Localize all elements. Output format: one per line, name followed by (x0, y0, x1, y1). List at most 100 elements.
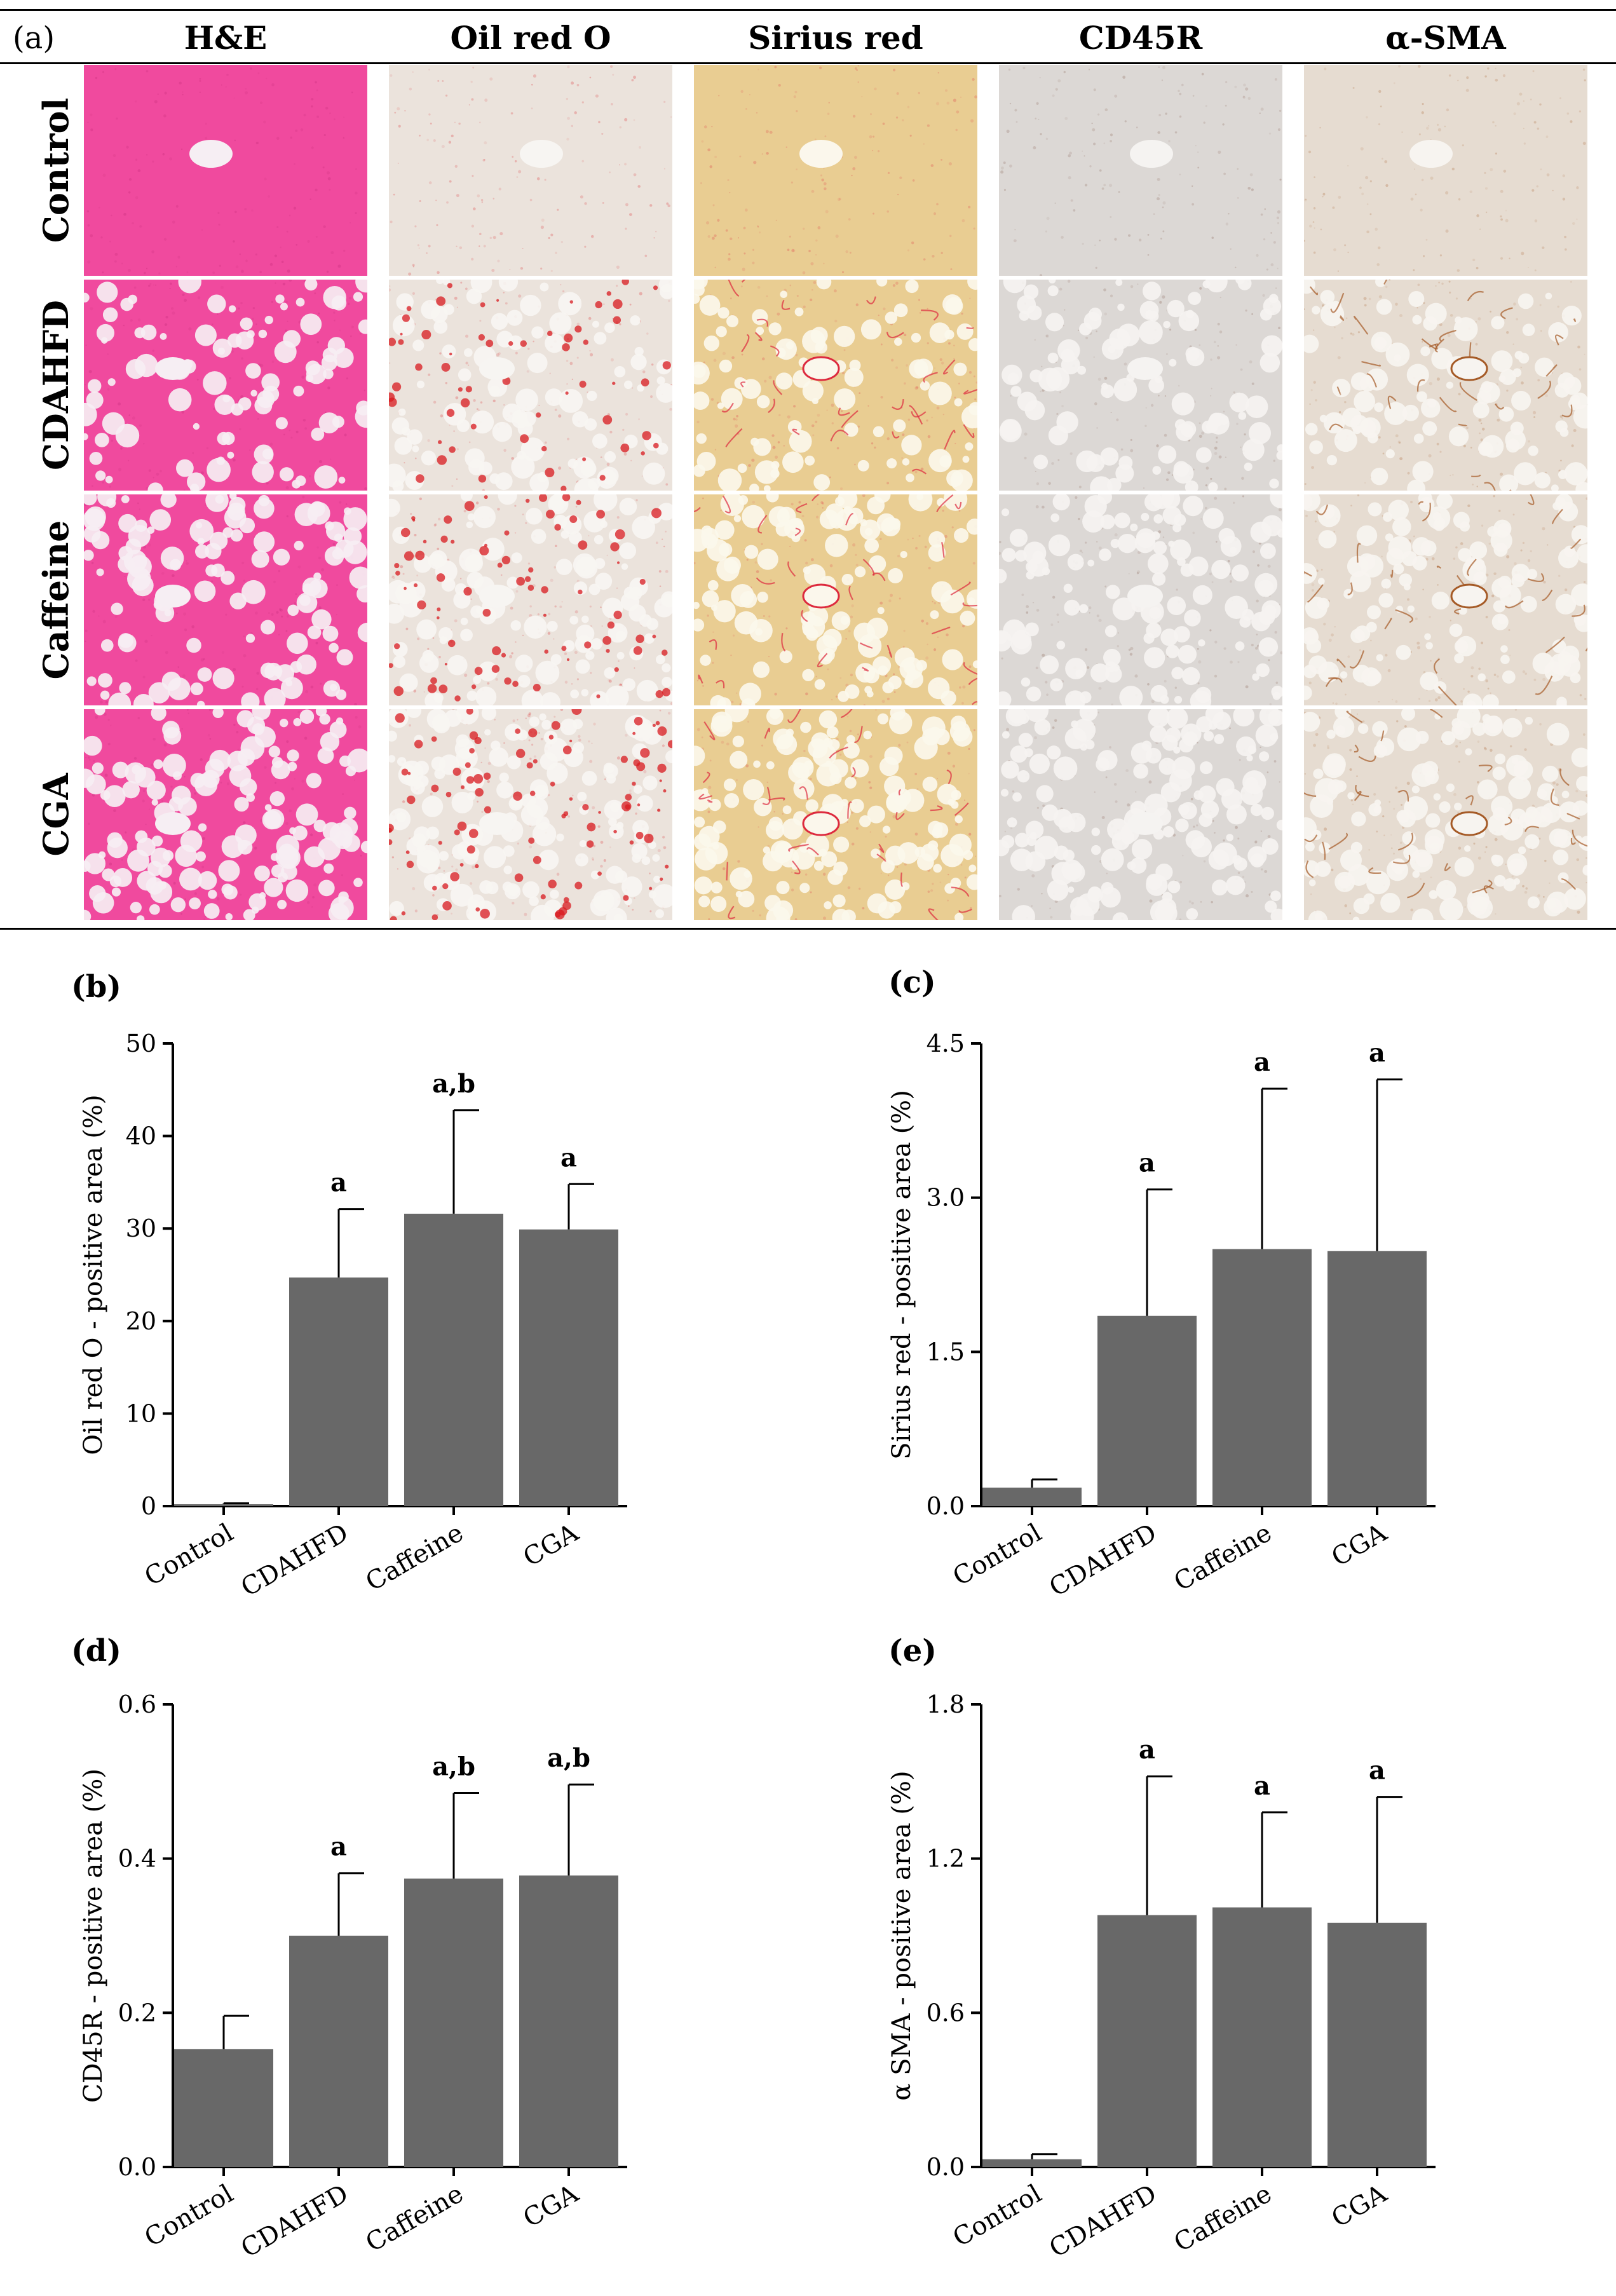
x-tick-label: Control (948, 1518, 1047, 1592)
row-header-label: CDAHFD (36, 300, 76, 470)
significance-label: a (1254, 1047, 1270, 1077)
y-tick-label: 0.4 (118, 1845, 156, 1873)
panel-b-label: (b) (71, 969, 121, 1005)
y-tick-label: 0 (141, 1492, 156, 1520)
y-tick-label: 30 (126, 1214, 156, 1242)
significance-label: a (1369, 1038, 1385, 1068)
micrograph-asma-cdahfd (1304, 280, 1587, 491)
x-tick-label: CGA (519, 1518, 584, 1572)
significance-label: a,b (432, 1752, 475, 1782)
y-tick-label: 0.6 (927, 1999, 965, 2027)
top-rule (0, 9, 1616, 11)
x-tick-label: Caffeine (1169, 1518, 1277, 1597)
significance-label: a (330, 1832, 347, 1862)
y-tick-label: 1.8 (927, 1690, 965, 1718)
y-axis-label: CD45R - positive area (%) (79, 1769, 108, 2103)
bar-cga (519, 1230, 618, 1506)
micrograph-sr-control (694, 65, 977, 276)
x-tick-label: Caffeine (1169, 2179, 1277, 2258)
tissue-micrograph-icon (694, 65, 977, 276)
micrograph-sr-cdahfd (694, 280, 977, 491)
tissue-micrograph-icon (1304, 494, 1587, 705)
tissue-micrograph-icon (84, 709, 367, 920)
bar-cdahfd (289, 1277, 388, 1506)
header-rule (0, 62, 1616, 64)
column-header-he: H&E (84, 19, 367, 57)
tissue-micrograph-icon (1304, 709, 1587, 920)
x-tick-label: Control (140, 2179, 238, 2253)
tissue-micrograph-icon (999, 65, 1282, 276)
micrograph-cd45r-cga (999, 709, 1282, 920)
significance-label: a (560, 1143, 577, 1172)
x-tick-label: CDAHFD (236, 1518, 353, 1603)
y-tick-label: 20 (126, 1307, 156, 1335)
y-tick-label: 0.6 (118, 1690, 156, 1718)
column-header-sr: Sirius red (694, 19, 977, 57)
y-axis-label: Oil red O - positive area (%) (79, 1094, 108, 1455)
tissue-micrograph-icon (84, 280, 367, 491)
significance-label: a,b (432, 1069, 475, 1099)
bar-control (982, 2159, 1082, 2167)
bar-chart-svg: 0 10 20 30 40 50 Oil red O - positive area (%)… (0, 1017, 807, 1640)
significance-label: a (330, 1168, 347, 1198)
y-tick-label: 1.2 (927, 1845, 965, 1873)
bar-cga (1327, 1923, 1427, 2167)
micrograph-oro-control (389, 65, 672, 276)
bar-control (174, 1504, 273, 1506)
tissue-micrograph-icon (1304, 280, 1587, 491)
micrograph-he-control (84, 65, 367, 276)
y-axis-label: α SMA - positive area (%) (887, 1770, 916, 2100)
significance-label: a (1369, 1756, 1385, 1786)
bar-caffeine (1212, 1249, 1312, 1506)
tissue-micrograph-icon (389, 65, 672, 276)
x-tick-label: CDAHFD (236, 2179, 353, 2264)
y-tick-label: 10 (126, 1399, 156, 1427)
micrograph-he-cdahfd (84, 280, 367, 491)
tissue-micrograph-icon (389, 709, 672, 920)
tissue-micrograph-icon (389, 494, 672, 705)
y-tick-label: 0.2 (118, 1999, 156, 2027)
tissue-micrograph-icon (999, 280, 1282, 491)
y-tick-label: 3.0 (927, 1184, 965, 1212)
column-header-cd45r: CD45R (999, 19, 1282, 57)
y-tick-label: 4.5 (927, 1029, 965, 1057)
micrograph-sr-cga (694, 709, 977, 920)
row-header-label: Caffeine (36, 520, 76, 680)
bar-cdahfd (1097, 1915, 1197, 2167)
x-tick-label: Caffeine (361, 1518, 468, 1597)
micrograph-cd45r-cdahfd (999, 280, 1282, 491)
column-header-asma: α-SMA (1304, 19, 1587, 57)
significance-label: a (1139, 1148, 1155, 1178)
tissue-micrograph-icon (84, 65, 367, 276)
grid-bottom-rule (0, 928, 1616, 930)
x-tick-label: CDAHFD (1045, 1518, 1162, 1603)
tissue-micrograph-icon (694, 709, 977, 920)
significance-label: a,b (547, 1743, 590, 1773)
significance-label: a (1254, 1771, 1270, 1801)
panel-c-label: (c) (888, 965, 936, 1000)
micrograph-oro-caffeine (389, 494, 672, 705)
micrograph-cd45r-caffeine (999, 494, 1282, 705)
panel-a-label: (a) (13, 20, 55, 56)
micrograph-oro-cga (389, 709, 672, 920)
micrograph-asma-cga (1304, 709, 1587, 920)
micrograph-oro-cdahfd (389, 280, 672, 491)
row-header-label: Control (36, 98, 76, 243)
x-tick-label: CDAHFD (1045, 2179, 1162, 2264)
y-tick-label: 50 (126, 1029, 156, 1057)
bar-caffeine (404, 1214, 503, 1506)
bar-control (982, 1488, 1082, 1506)
tissue-micrograph-icon (694, 280, 977, 491)
x-tick-label: CGA (1327, 2178, 1392, 2233)
y-tick-label: 40 (126, 1122, 156, 1150)
micrograph-asma-control (1304, 65, 1587, 276)
bar-cga (1327, 1251, 1427, 1506)
bar-cdahfd (289, 1936, 388, 2167)
x-tick-label: Control (140, 1518, 238, 1592)
bar-caffeine (404, 1878, 503, 2167)
